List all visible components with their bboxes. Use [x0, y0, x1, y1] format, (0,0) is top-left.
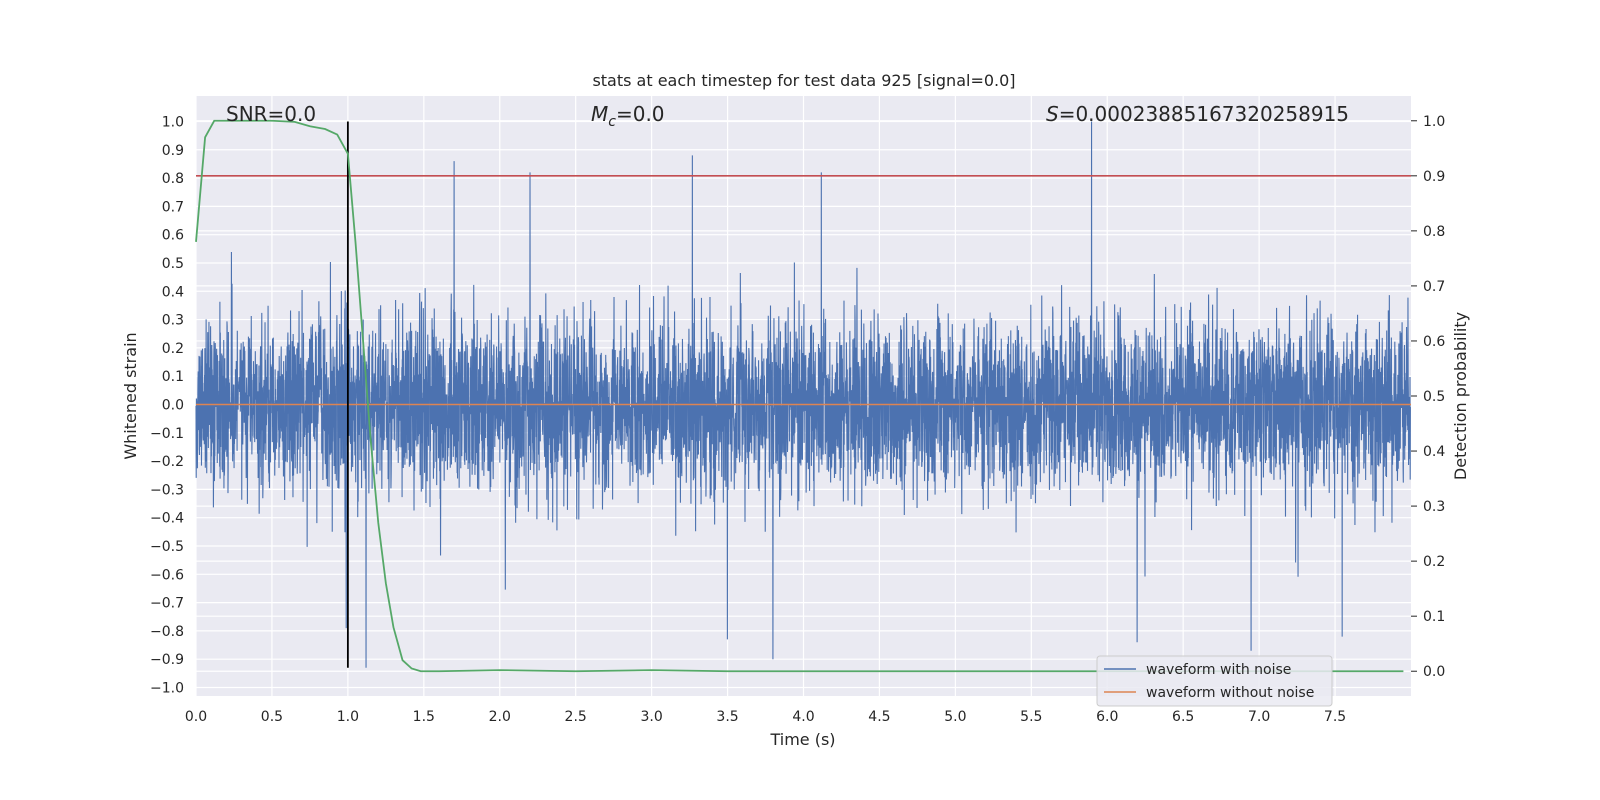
x-tick-label: 2.0 — [489, 709, 511, 725]
overlay-lines — [195, 119, 1411, 673]
left-y-tick-label: 0.5 — [162, 256, 184, 272]
right-y-axis-ticks: 1.0 0.9 0.8 0.7 0.6 0.5 0.4 0.3 0.2 0.1 0.0 — [1411, 114, 1445, 680]
left-y-tick-label: 0.1 — [162, 369, 184, 385]
x-axis-ticks: 0.0 0.5 1.0 1.5 2.0 2.5 3.0 3.5 4.0 4.5 5.0 5.5 6.0 6… — [185, 709, 1346, 725]
left-y-tick-label: −0.2 — [150, 454, 184, 470]
right-y-tick-label: 0.7 — [1423, 279, 1445, 295]
waveform-with-noise-line — [195, 121, 1411, 668]
right-y-tick-label: 0.3 — [1423, 499, 1445, 515]
chirp-mass-annotation: Mc=0.0 — [591, 102, 665, 130]
left-y-axis-ticks: 1.0 0.9 0.8 0.7 0.6 0.5 0.4 0.3 0.2 0.1 0.0 −0.1 −0.… — [150, 114, 184, 696]
chirp-mass-symbol: M — [591, 102, 608, 126]
snr-annotation: SNR=0.0 — [226, 102, 316, 126]
left-y-axis-label: Whitened strain — [121, 332, 140, 459]
left-y-tick-label: 0.2 — [162, 341, 184, 357]
right-y-axis-label: Detection probability — [1451, 312, 1470, 480]
left-y-tick-label: 0.0 — [162, 397, 184, 413]
x-tick-label: 3.0 — [640, 709, 662, 725]
x-tick-label: 2.5 — [565, 709, 587, 725]
left-y-tick-label: 0.3 — [162, 313, 184, 329]
s-symbol: S — [1046, 102, 1059, 126]
right-y-tick-label: 0.6 — [1423, 334, 1445, 350]
x-tick-label: 6.0 — [1096, 709, 1118, 725]
left-y-tick-label: 0.6 — [162, 228, 184, 244]
detection-probability-line — [195, 119, 1404, 673]
right-y-tick-label: 0.4 — [1423, 444, 1445, 460]
right-y-tick-label: 0.5 — [1423, 389, 1445, 405]
right-y-tick-label: 0.8 — [1423, 224, 1445, 240]
x-tick-label: 7.5 — [1324, 709, 1346, 725]
chirp-mass-value: =0.0 — [616, 102, 665, 126]
left-y-tick-label: 0.8 — [162, 171, 184, 187]
right-y-tick-label: 0.9 — [1423, 169, 1445, 185]
legend-label-clean: waveform without noise — [1146, 685, 1314, 701]
x-tick-label: 3.5 — [716, 709, 738, 725]
s-annotation: S=0.00023885167320258915 — [1046, 102, 1349, 126]
left-y-tick-label: 1.0 — [162, 114, 184, 130]
right-y-tick-label: 0.0 — [1423, 664, 1445, 680]
x-axis-label: Time (s) — [769, 730, 835, 749]
chirp-mass-subscript: c — [608, 114, 616, 130]
x-tick-label: 7.0 — [1248, 709, 1270, 725]
x-tick-label: 5.5 — [1020, 709, 1042, 725]
left-y-tick-label: 0.7 — [162, 199, 184, 215]
left-y-tick-label: −0.9 — [150, 652, 184, 668]
x-tick-label: 4.5 — [868, 709, 890, 725]
x-tick-label: 6.5 — [1172, 709, 1194, 725]
x-tick-label: 0.5 — [261, 709, 283, 725]
waveform-with-noise-path — [195, 121, 1411, 668]
left-y-tick-label: −0.1 — [150, 426, 184, 442]
right-y-tick-label: 1.0 — [1423, 114, 1445, 130]
s-value: =0.00023885167320258915 — [1059, 102, 1349, 126]
left-y-tick-label: −0.7 — [150, 596, 184, 612]
legend-label-noise: waveform with noise — [1146, 662, 1291, 678]
legend-box — [1096, 655, 1333, 707]
left-y-tick-label: −0.4 — [150, 511, 184, 527]
right-y-tick-label: 0.1 — [1423, 609, 1445, 625]
chart-title: stats at each timestep for test data 925… — [592, 71, 1015, 90]
left-y-tick-label: −0.6 — [150, 567, 184, 583]
left-y-tick-label: 0.9 — [162, 143, 184, 159]
left-y-tick-label: −0.3 — [150, 482, 184, 498]
left-y-tick-label: −0.8 — [150, 624, 184, 640]
legend: waveform with noise waveform without noi… — [1096, 655, 1333, 707]
x-tick-label: 1.0 — [337, 709, 359, 725]
x-tick-label: 1.5 — [413, 709, 435, 725]
left-y-tick-label: −0.5 — [150, 539, 184, 555]
x-tick-label: 4.0 — [792, 709, 814, 725]
left-y-tick-label: 0.4 — [162, 284, 184, 300]
left-y-tick-label: −1.0 — [150, 681, 184, 697]
right-y-tick-label: 0.2 — [1423, 554, 1445, 570]
x-tick-label: 0.0 — [185, 709, 207, 725]
x-tick-label: 5.0 — [944, 709, 966, 725]
